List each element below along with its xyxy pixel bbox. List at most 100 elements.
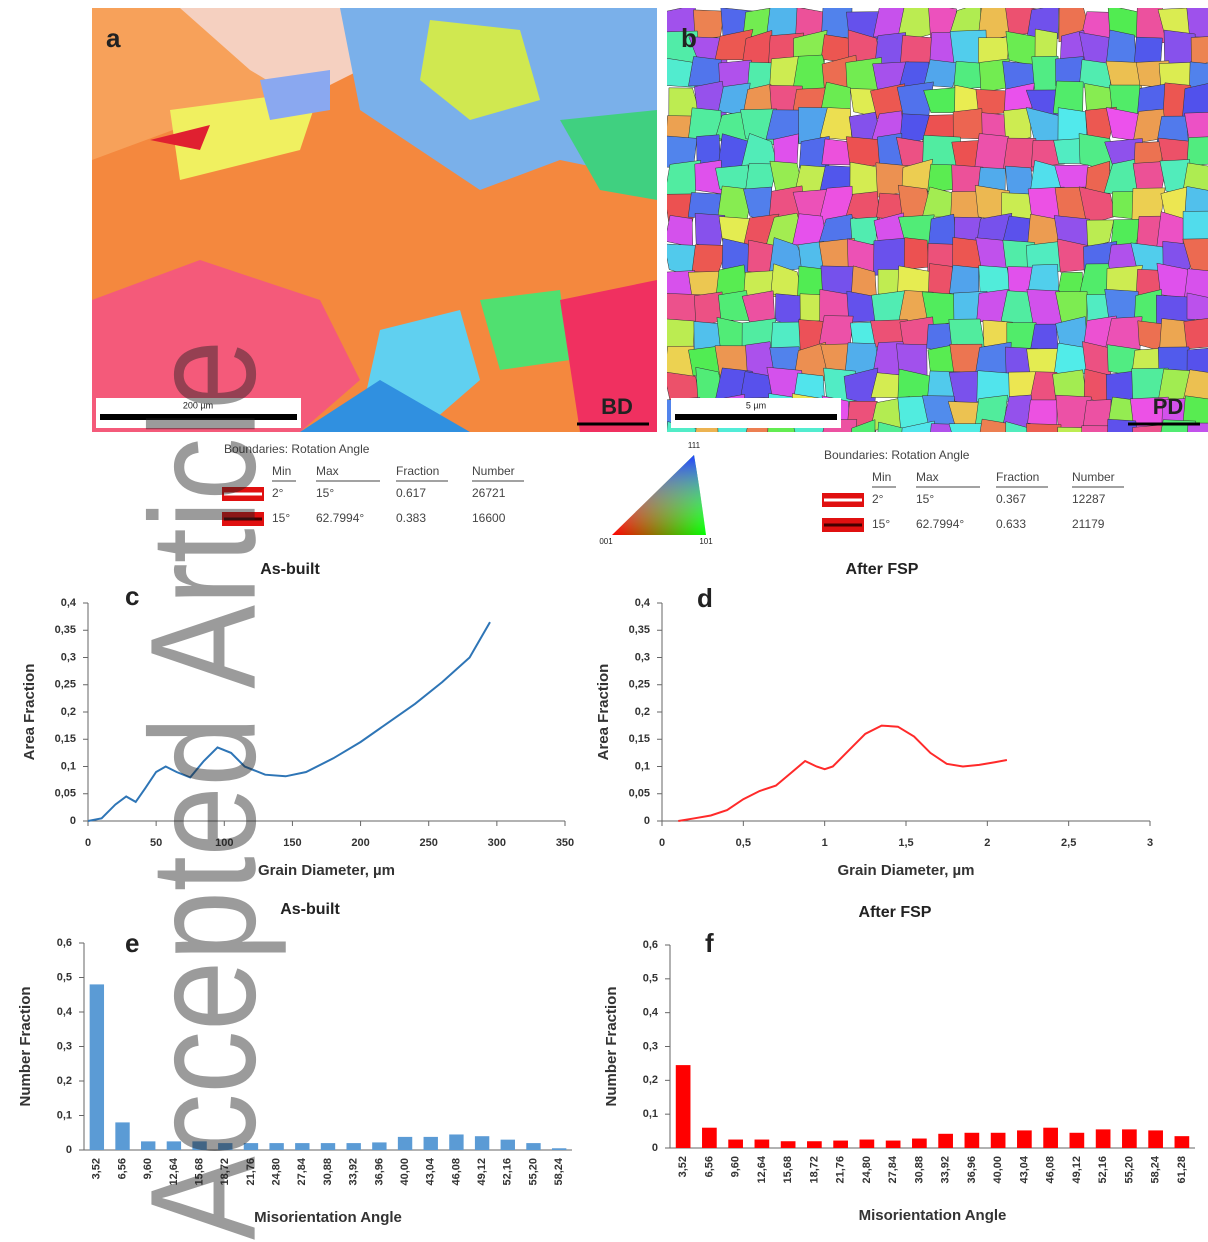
y-tick-label: 0,4 bbox=[57, 1006, 73, 1018]
x-tick-label: 1 bbox=[822, 837, 828, 849]
y-tick-label: 0,2 bbox=[643, 1074, 658, 1086]
y-tick-label: 0,3 bbox=[643, 1040, 658, 1052]
data-line bbox=[678, 726, 1007, 821]
x-tick-label: 27,84 bbox=[887, 1155, 899, 1183]
bar bbox=[755, 1140, 770, 1148]
table-cell: 15° bbox=[916, 492, 934, 506]
y-tick-label: 0,15 bbox=[55, 733, 76, 745]
y-tick-label: 0,4 bbox=[643, 1007, 659, 1019]
bar bbox=[372, 1142, 386, 1150]
panel-label: b bbox=[681, 23, 697, 53]
panel-label: f bbox=[705, 928, 714, 958]
bar bbox=[833, 1141, 848, 1148]
bar bbox=[1122, 1129, 1137, 1148]
bar bbox=[552, 1148, 566, 1150]
x-tick-label: 43,04 bbox=[425, 1157, 437, 1185]
grain bbox=[693, 10, 724, 40]
bar bbox=[912, 1139, 927, 1148]
bar bbox=[807, 1141, 822, 1148]
x-tick-label: 21,76 bbox=[835, 1156, 847, 1184]
bar bbox=[1096, 1129, 1111, 1148]
y-tick-label: 0,5 bbox=[57, 971, 72, 983]
figure: 111 001 101 a200 µmBDBoundaries: Rotatio… bbox=[0, 0, 1208, 1242]
x-tick-label: 1,5 bbox=[898, 837, 913, 849]
x-tick-label: 350 bbox=[556, 837, 574, 849]
y-tick-label: 0,35 bbox=[629, 624, 650, 636]
x-tick-label: 61,28 bbox=[1176, 1156, 1188, 1184]
y-tick-label: 0,6 bbox=[643, 939, 658, 951]
table-cell: 16600 bbox=[472, 511, 506, 525]
table-header: Fraction bbox=[996, 470, 1039, 484]
grain bbox=[665, 215, 693, 247]
x-tick-label: 15,68 bbox=[782, 1156, 794, 1184]
x-tick-label: 55,20 bbox=[527, 1158, 539, 1186]
bar bbox=[1070, 1133, 1085, 1148]
x-tick-label: 36,96 bbox=[966, 1156, 978, 1184]
bar bbox=[526, 1143, 540, 1150]
x-tick-label: 0 bbox=[659, 837, 665, 849]
y-axis-label: Number Fraction bbox=[603, 986, 620, 1106]
table-cell: 0.383 bbox=[396, 511, 426, 525]
x-tick-label: 12,64 bbox=[756, 1155, 768, 1183]
ebsd-map-b bbox=[662, 3, 1208, 459]
table-cell: 2° bbox=[872, 492, 884, 506]
bar bbox=[321, 1143, 335, 1150]
table-cell: 21179 bbox=[1072, 517, 1105, 531]
bar bbox=[501, 1140, 515, 1150]
bar bbox=[1017, 1130, 1032, 1148]
x-tick-label: 300 bbox=[488, 837, 506, 849]
bar bbox=[1175, 1136, 1190, 1148]
y-tick-label: 0,2 bbox=[635, 706, 650, 718]
bar bbox=[424, 1137, 438, 1150]
panel-label: a bbox=[106, 23, 121, 53]
x-tick-label: 18,72 bbox=[808, 1156, 820, 1184]
y-tick-label: 0,3 bbox=[61, 651, 76, 663]
x-tick-label: 6,56 bbox=[703, 1156, 715, 1177]
y-tick-label: 0 bbox=[70, 815, 76, 827]
x-tick-label: 46,08 bbox=[1045, 1156, 1057, 1184]
y-tick-label: 0,2 bbox=[57, 1075, 72, 1087]
direction-label: BD bbox=[601, 394, 633, 419]
y-tick-label: 0,05 bbox=[629, 788, 650, 800]
bar bbox=[702, 1128, 717, 1148]
bar bbox=[728, 1140, 743, 1148]
ipf-label: 101 bbox=[699, 537, 713, 546]
bar bbox=[938, 1134, 953, 1148]
table-header: Min bbox=[872, 470, 891, 484]
y-tick-label: 0,35 bbox=[55, 624, 76, 636]
x-tick-label: 52,16 bbox=[1097, 1156, 1109, 1184]
ipf-legend: 111 001 101 bbox=[540, 440, 725, 546]
y-axis-label: Number Fraction bbox=[17, 986, 34, 1106]
table-cell: 0.367 bbox=[996, 492, 1026, 506]
grain bbox=[1138, 321, 1163, 352]
x-tick-label: 2,5 bbox=[1061, 837, 1076, 849]
table-header: Max bbox=[316, 464, 339, 478]
x-tick-label: 43,04 bbox=[1018, 1155, 1030, 1183]
y-tick-label: 0,3 bbox=[635, 651, 650, 663]
table-header: Fraction bbox=[396, 464, 439, 478]
x-tick-label: 40,00 bbox=[399, 1158, 411, 1186]
x-tick-label: 49,12 bbox=[1071, 1156, 1083, 1184]
y-tick-label: 0,5 bbox=[643, 973, 658, 985]
grain bbox=[1187, 293, 1208, 320]
table-header: Max bbox=[916, 470, 939, 484]
direction-label: PD bbox=[1153, 394, 1184, 419]
table-cell: 15° bbox=[316, 486, 334, 500]
y-axis-label: Area Fraction bbox=[21, 664, 38, 761]
bar bbox=[781, 1141, 796, 1148]
grain bbox=[1184, 318, 1208, 349]
x-tick-label: 0 bbox=[85, 837, 91, 849]
y-tick-label: 0,4 bbox=[635, 597, 651, 609]
grain bbox=[1107, 30, 1137, 65]
x-tick-label: 36,96 bbox=[373, 1158, 385, 1186]
x-tick-label: 52,16 bbox=[502, 1158, 514, 1186]
bar bbox=[295, 1143, 309, 1150]
grain bbox=[1026, 424, 1061, 459]
x-tick-label: 27,84 bbox=[296, 1157, 308, 1185]
x-tick-label: 2 bbox=[984, 837, 990, 849]
y-tick-label: 0,1 bbox=[57, 1109, 72, 1121]
table-cell: 26721 bbox=[472, 486, 506, 500]
grain bbox=[898, 266, 931, 295]
table-header: Number bbox=[472, 464, 515, 478]
bar bbox=[676, 1065, 691, 1148]
